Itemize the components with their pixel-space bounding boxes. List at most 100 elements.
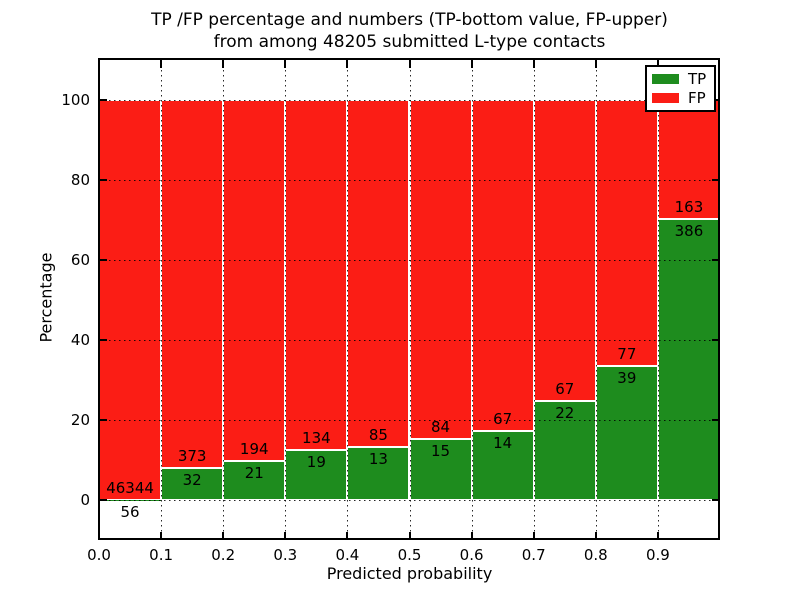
y-tick-mark-right	[712, 419, 720, 421]
y-tick-label: 20	[70, 411, 90, 429]
bar-label-tp: 32	[182, 471, 202, 490]
chart-title-line1: TP /FP percentage and numbers (TP-bottom…	[151, 10, 668, 30]
bar-label-fp: 194	[239, 439, 269, 458]
x-tick-mark	[222, 532, 225, 540]
y-tick-label: 100	[61, 91, 90, 109]
y-tick-mark	[99, 99, 107, 101]
gridline-vertical	[347, 60, 349, 540]
y-tick-mark-right	[712, 179, 720, 181]
bar-segment-fp	[285, 100, 348, 451]
chart-title: TP /FP percentage and numbers (TP-bottom…	[99, 9, 720, 53]
bar-label-tp: 21	[244, 463, 264, 482]
bar-label-fp: 84	[431, 418, 451, 437]
bar-segment-fp	[595, 100, 658, 366]
bar-segment-tp	[471, 430, 534, 500]
bar-label-tp: 19	[306, 453, 326, 472]
gridline-horizontal	[99, 500, 720, 501]
gridline-vertical	[595, 60, 597, 540]
y-tick-label: 80	[70, 171, 90, 189]
y-tick-mark-right	[712, 499, 720, 501]
x-tick-mark	[346, 532, 349, 540]
x-tick-label: 0.6	[459, 546, 484, 564]
bar-segment-tp	[347, 446, 410, 500]
bar-segment-fp	[409, 100, 472, 440]
x-tick-label: 0.0	[87, 546, 111, 564]
y-tick-mark	[99, 259, 107, 261]
gridline-horizontal	[99, 100, 720, 101]
x-tick-mark-top	[284, 60, 287, 68]
y-tick-mark	[99, 339, 107, 341]
legend-item-tp: TP	[652, 71, 709, 87]
gridline-horizontal	[99, 180, 720, 181]
legend: TP FP	[645, 65, 716, 112]
bar-label-fp: 134	[302, 429, 331, 448]
x-tick-mark	[408, 532, 411, 540]
bar-segment-fp	[223, 100, 286, 461]
x-tick-mark-top	[408, 60, 411, 68]
bar-label-tp: 15	[431, 442, 451, 461]
y-tick-mark	[99, 499, 107, 501]
fp-swatch-icon	[652, 93, 679, 104]
legend-label-fp: FP	[688, 89, 706, 108]
legend-label-tp: TP	[688, 69, 707, 88]
bar-segment-tp	[409, 439, 472, 500]
x-tick-mark-top	[656, 60, 659, 68]
x-tick-label: 0.2	[211, 546, 236, 564]
x-tick-label: 0.9	[645, 546, 670, 564]
bar-label-tp: 13	[368, 449, 388, 468]
y-tick-label: 40	[70, 331, 90, 349]
y-tick-mark-right	[712, 339, 720, 341]
gridline-vertical	[285, 60, 287, 540]
bar-segment-fp	[99, 100, 162, 500]
x-tick-mark	[532, 532, 535, 540]
gridline-horizontal	[99, 420, 720, 421]
bar-segment-fp	[161, 100, 224, 469]
x-tick-label: 0.8	[583, 546, 608, 564]
bar-segment-fp	[347, 100, 410, 447]
bar-segment-tp	[595, 365, 658, 500]
x-tick-mark	[284, 532, 287, 540]
legend-item-fp: FP	[652, 90, 709, 106]
gridline-vertical	[409, 60, 411, 540]
bar-label-fp: 46344	[106, 478, 154, 497]
x-tick-mark-top	[222, 60, 225, 68]
bar-label-fp: 67	[555, 380, 575, 399]
x-tick-mark-top	[470, 60, 473, 68]
x-axis-label: Predicted probability	[326, 564, 493, 583]
y-tick-mark	[99, 419, 107, 421]
y-tick-mark	[99, 179, 107, 181]
bar-label-fp: 67	[493, 409, 513, 428]
x-tick-label: 0.7	[521, 546, 546, 564]
y-tick-mark-right	[712, 259, 720, 261]
bar-label-fp: 85	[368, 425, 388, 444]
bar-label-fp: 163	[674, 197, 704, 216]
x-tick-mark-top	[98, 60, 100, 68]
gridline-horizontal	[99, 260, 720, 261]
bar-segment-tp	[285, 450, 348, 500]
gridline-vertical	[161, 60, 163, 540]
gridline-vertical	[471, 60, 473, 540]
x-tick-label: 0.1	[149, 546, 174, 564]
bar-segment-fp	[471, 100, 534, 431]
x-tick-mark-top	[160, 60, 163, 68]
x-tick-label: 0.4	[335, 546, 360, 564]
bar-label-fp: 373	[177, 447, 207, 466]
x-tick-mark	[656, 532, 659, 540]
bar-label-tp: 39	[617, 368, 637, 387]
x-tick-mark-top	[346, 60, 349, 68]
bar-segment-tp	[223, 460, 286, 500]
bar-label-tp: 386	[674, 221, 704, 240]
gridline-vertical	[223, 60, 225, 540]
bar-label-tp: 22	[555, 404, 575, 423]
x-tick-label: 0.5	[397, 546, 422, 564]
chart-title-line2: from among 48205 submitted L-type contac…	[213, 32, 606, 52]
bar-label-tp: 14	[493, 433, 513, 452]
x-tick-mark	[470, 532, 473, 540]
bar-label-fp: 77	[617, 344, 637, 363]
x-tick-label: 0.3	[273, 546, 298, 564]
y-tick-label: 60	[70, 251, 90, 269]
bar-segment-tp	[161, 468, 224, 500]
x-tick-mark	[160, 532, 163, 540]
